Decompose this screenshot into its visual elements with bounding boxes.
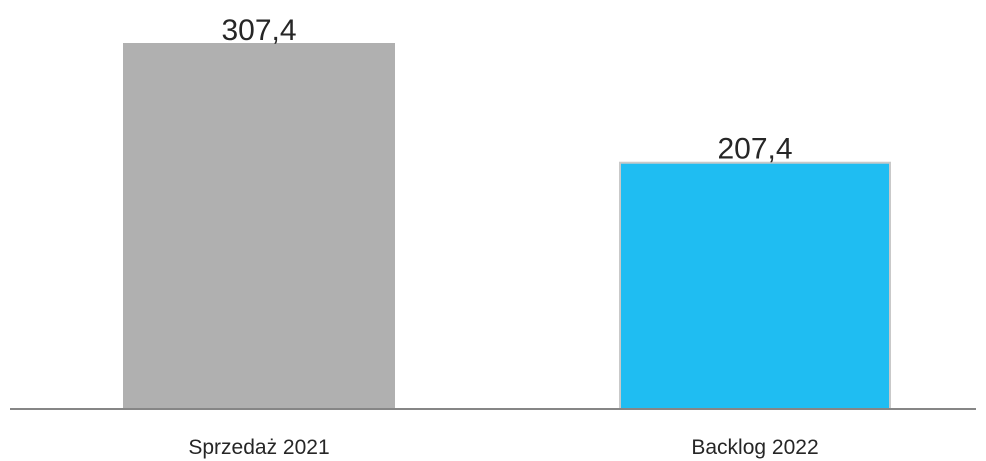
data-label-2: 207,4 bbox=[717, 133, 792, 166]
data-label-1: 307,4 bbox=[221, 14, 296, 47]
category-label-2: Backlog 2022 bbox=[691, 436, 818, 459]
category-labels-group: Sprzedaż 2021 Backlog 2022 bbox=[188, 436, 818, 459]
bar-1 bbox=[123, 43, 395, 410]
bars-group bbox=[123, 43, 891, 410]
value-labels-group: 307,4 207,4 bbox=[221, 14, 792, 166]
bar-2 bbox=[619, 161, 891, 410]
category-label-1: Sprzedaż 2021 bbox=[188, 436, 329, 459]
